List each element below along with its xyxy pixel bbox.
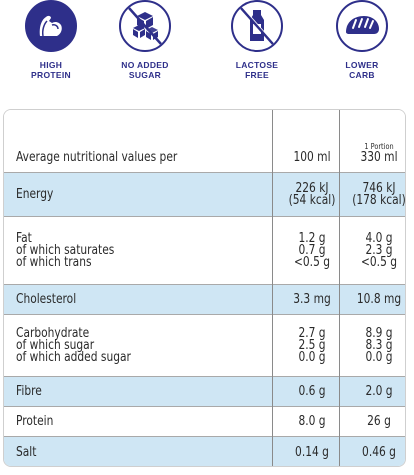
- value-per-portion: 2.0 g: [365, 383, 393, 399]
- header-label: Average nutritional values per: [16, 150, 178, 165]
- value-per-portion: 746 kJ (178 kcal): [352, 180, 406, 208]
- bread-icon: [336, 0, 388, 52]
- value-per-100ml: 2.7 g 2.5 g 0.0 g: [298, 325, 326, 365]
- value-per-100ml: 0.14 g: [295, 444, 329, 460]
- milk-bottle-crossed-icon: [231, 0, 283, 52]
- row-label: Fat of which saturates of which trans: [16, 230, 115, 270]
- table-row-protein: Protein 8.0 g 26 g: [4, 406, 405, 436]
- row-label: Cholesterol: [16, 291, 77, 307]
- value-per-100ml: 1.2 g 0.7 g <0.5 g: [293, 230, 331, 270]
- value-per-100ml: 226 kJ (54 kcal): [288, 180, 336, 208]
- header-per-100ml: 100 ml: [293, 150, 331, 165]
- column-divider: [339, 110, 340, 466]
- table-row-fat: Fat of which saturates of which trans 1.2 …: [4, 216, 405, 284]
- table-row-carbohydrate: Carbohydrate of which sugar of which added…: [4, 314, 405, 376]
- row-label: Salt: [16, 444, 37, 460]
- table-header-row: Average nutritional values per 100 ml 1 …: [4, 110, 405, 172]
- table-row-salt: Salt 0.14 g 0.46 g: [4, 436, 405, 466]
- value-per-100ml: 0.6 g: [298, 383, 326, 399]
- flexed-arm-icon: [25, 0, 77, 52]
- row-label: Fibre: [16, 383, 42, 399]
- badge-label: NO ADDED SUGAR: [121, 60, 169, 80]
- value-per-portion: 26 g: [367, 413, 391, 429]
- table-row-fibre: Fibre 0.6 g 2.0 g: [4, 376, 405, 406]
- row-label: Protein: [16, 413, 54, 429]
- badge-high-protein: HIGH PROTEIN: [3, 0, 99, 80]
- feature-badges: HIGH PROTEIN NO ADDED SUGAR: [0, 0, 414, 100]
- column-divider: [272, 110, 273, 466]
- value-per-100ml: 8.0 g: [298, 413, 326, 429]
- table-row-cholesterol: Cholesterol 3.3 mg 10.8 mg: [4, 284, 405, 314]
- value-per-portion: 4.0 g 2.3 g <0.5 g: [360, 230, 398, 270]
- badge-label: LOWER CARB: [345, 60, 379, 80]
- sugar-cubes-crossed-icon: [119, 0, 171, 52]
- table-row-energy: Energy 226 kJ (54 kcal) 746 kJ (178 kcal): [4, 172, 405, 216]
- badge-no-added-sugar: NO ADDED SUGAR: [97, 0, 193, 80]
- row-label: Energy: [16, 186, 54, 202]
- header-per-portion: 1 Portion 330 ml: [360, 142, 398, 165]
- badge-label: HIGH PROTEIN: [31, 60, 71, 80]
- badge-lactose-free: LACTOSE FREE: [209, 0, 305, 80]
- value-per-portion: 8.9 g 8.3 g 0.0 g: [365, 325, 393, 365]
- value-per-100ml: 3.3 mg: [293, 291, 331, 307]
- value-per-portion: 10.8 mg: [356, 291, 402, 307]
- badge-lower-carb: LOWER CARB: [314, 0, 410, 80]
- row-label: Carbohydrate of which sugar of which added…: [16, 325, 131, 365]
- value-per-portion: 0.46 g: [362, 444, 396, 460]
- nutrition-table: Average nutritional values per 100 ml 1 …: [3, 109, 406, 467]
- badge-label: LACTOSE FREE: [235, 60, 279, 80]
